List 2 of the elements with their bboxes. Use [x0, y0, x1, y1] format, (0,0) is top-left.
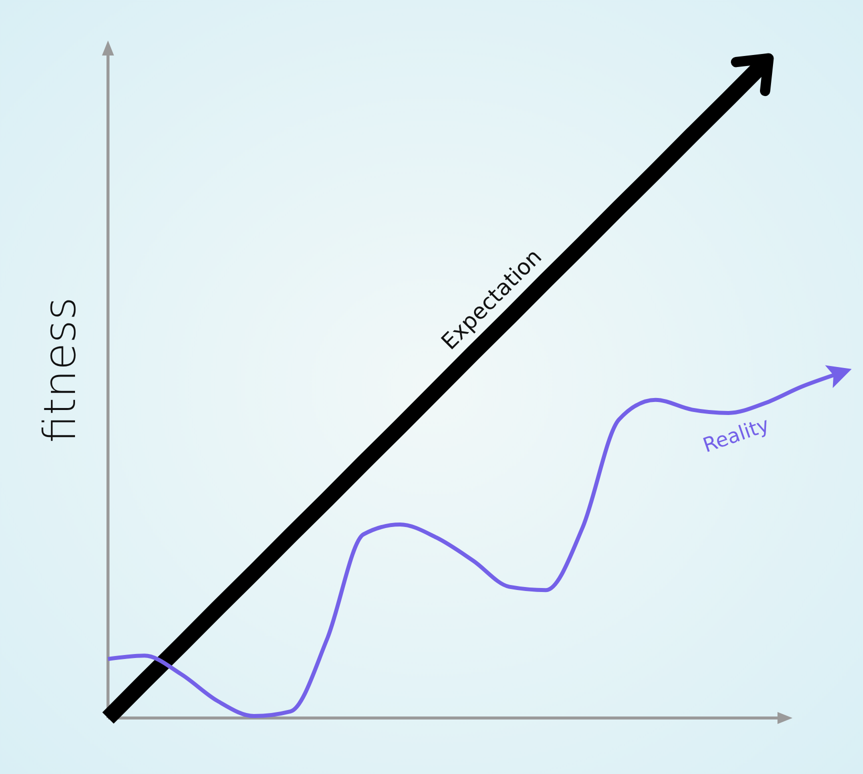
text: Reality [700, 412, 772, 458]
y-axis-title: fitness [35, 297, 86, 443]
